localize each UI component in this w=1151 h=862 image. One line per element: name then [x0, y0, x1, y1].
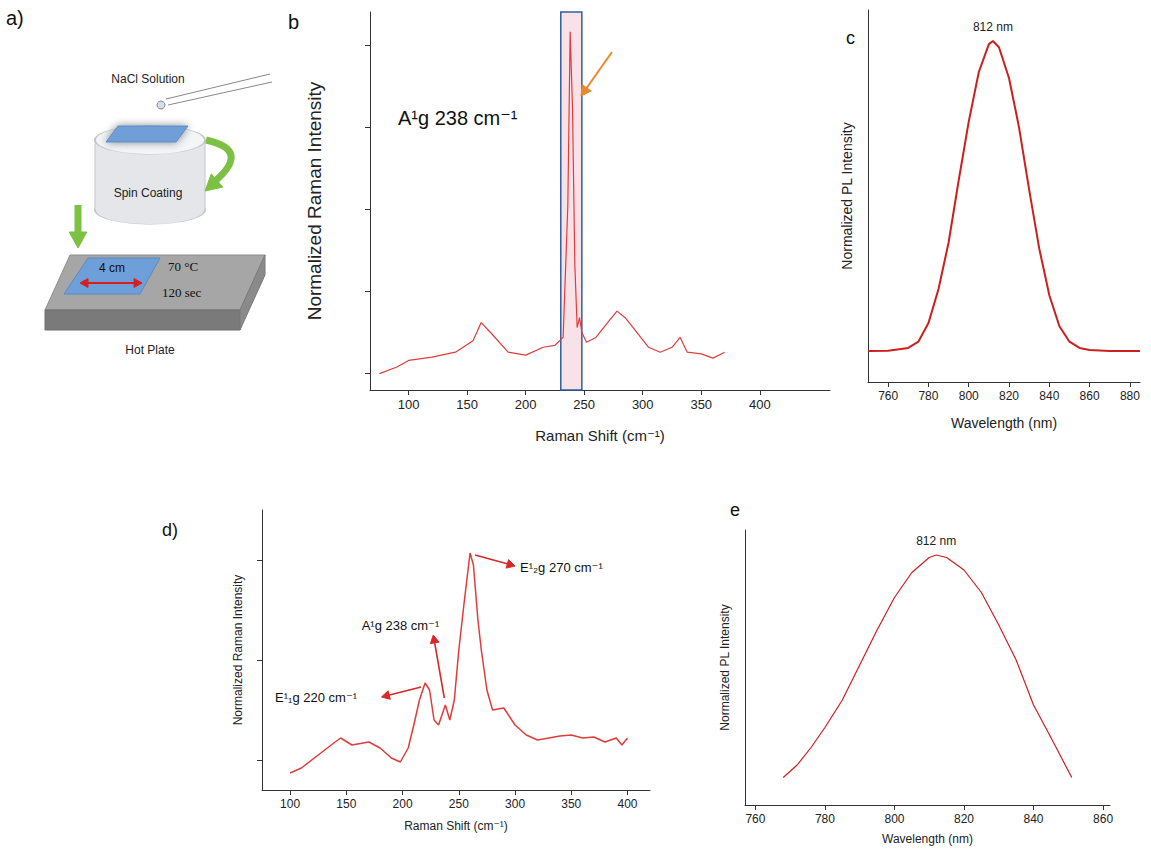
svg-text:200: 200 [393, 797, 413, 811]
svg-text:d): d) [162, 520, 178, 540]
svg-text:300: 300 [632, 397, 654, 412]
svg-text:350: 350 [561, 797, 581, 811]
svg-text:e: e [730, 500, 740, 520]
svg-text:760: 760 [745, 812, 765, 826]
svg-text:Spin Coating: Spin Coating [114, 186, 183, 200]
svg-text:250: 250 [449, 797, 469, 811]
svg-text:350: 350 [690, 397, 712, 412]
svg-text:400: 400 [749, 397, 771, 412]
svg-text:Raman Shift (cm⁻¹): Raman Shift (cm⁻¹) [535, 427, 665, 444]
svg-text:800: 800 [959, 389, 979, 403]
svg-text:Raman Shift (cm⁻¹): Raman Shift (cm⁻¹) [404, 819, 508, 833]
svg-text:820: 820 [954, 812, 974, 826]
svg-text:Normalized Raman Intensity: Normalized Raman Intensity [231, 575, 245, 726]
svg-text:A¹g 238 cm⁻¹: A¹g 238 cm⁻¹ [398, 107, 518, 129]
svg-text:c: c [846, 28, 855, 48]
svg-text:780: 780 [815, 812, 835, 826]
svg-text:812 nm: 812 nm [916, 534, 956, 548]
svg-text:A¹g 238 cm⁻¹: A¹g 238 cm⁻¹ [362, 618, 440, 633]
svg-text:840: 840 [1024, 812, 1044, 826]
svg-text:Normalized Raman Intensity: Normalized Raman Intensity [304, 81, 325, 320]
svg-text:860: 860 [1080, 389, 1100, 403]
svg-text:100: 100 [398, 397, 420, 412]
svg-text:Wavelength (nm): Wavelength (nm) [882, 832, 973, 846]
svg-text:300: 300 [505, 797, 525, 811]
svg-text:100: 100 [280, 797, 300, 811]
svg-text:812 nm: 812 nm [973, 20, 1013, 34]
svg-text:820: 820 [999, 389, 1019, 403]
svg-text:Wavelength (nm): Wavelength (nm) [951, 415, 1057, 431]
svg-text:760: 760 [878, 389, 898, 403]
svg-text:780: 780 [918, 389, 938, 403]
svg-text:Normalized PL Intensity: Normalized PL Intensity [718, 604, 732, 730]
svg-text:800: 800 [884, 812, 904, 826]
svg-text:400: 400 [617, 797, 637, 811]
svg-text:4 cm: 4 cm [99, 261, 125, 275]
svg-text:880: 880 [1120, 389, 1140, 403]
svg-text:b: b [288, 11, 299, 33]
svg-text:Hot Plate: Hot Plate [125, 343, 175, 357]
svg-text:E¹₂g 270 cm⁻¹: E¹₂g 270 cm⁻¹ [520, 560, 603, 575]
svg-text:250: 250 [573, 397, 595, 412]
svg-text:150: 150 [336, 797, 356, 811]
svg-text:860: 860 [1093, 812, 1113, 826]
svg-text:a): a) [6, 7, 24, 29]
svg-text:120 sec: 120 sec [162, 285, 202, 300]
svg-text:150: 150 [456, 397, 478, 412]
svg-text:840: 840 [1039, 389, 1059, 403]
svg-text:NaCl Solution: NaCl Solution [111, 72, 184, 86]
svg-text:E¹₁g 220 cm⁻¹: E¹₁g 220 cm⁻¹ [275, 690, 358, 705]
svg-text:Normalized PL Intensity: Normalized PL Intensity [839, 122, 855, 269]
svg-text:200: 200 [515, 397, 537, 412]
svg-text:70 °C: 70 °C [168, 259, 198, 274]
